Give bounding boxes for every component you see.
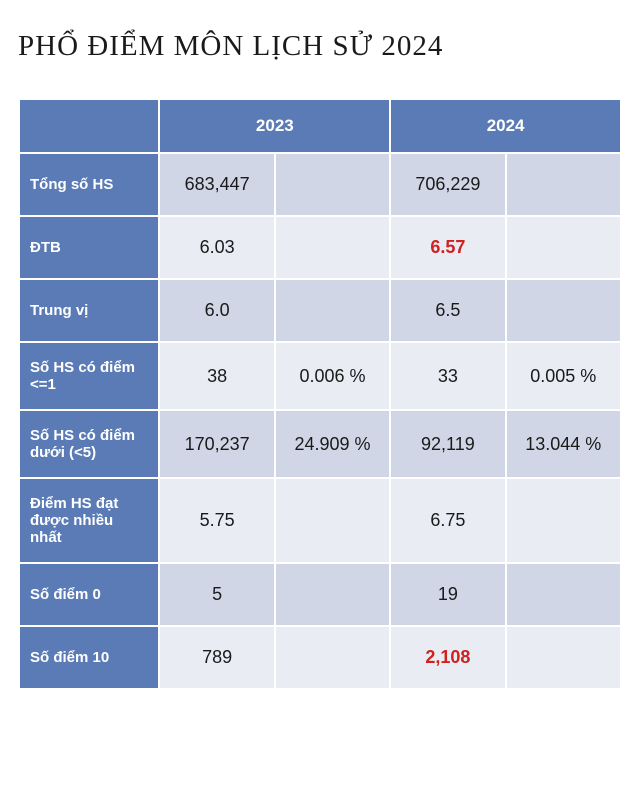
percent-2024: [506, 478, 621, 563]
value-2024: 706,229: [390, 153, 505, 216]
row-label: Tổng số HS: [19, 153, 159, 216]
row-label: Trung vị: [19, 279, 159, 342]
value-2023: 38: [159, 342, 274, 410]
table-row: Trung vị6.0 6.5: [19, 279, 621, 342]
value-2023: 789: [159, 626, 274, 689]
table-row: Điểm HS đạt được nhiều nhất5.75 6.75: [19, 478, 621, 563]
value-2023: 6.0: [159, 279, 274, 342]
value-2023: 5: [159, 563, 274, 626]
percent-2024: 0.005 %: [506, 342, 621, 410]
value-2023: 683,447: [159, 153, 274, 216]
value-2024: 19: [390, 563, 505, 626]
value-2024: 92,119: [390, 410, 505, 478]
table-row: Số HS có điểm dưới (<5)170,23724.909 %92…: [19, 410, 621, 478]
row-label: Số HS có điểm dưới (<5): [19, 410, 159, 478]
row-label: Số HS có điểm <=1: [19, 342, 159, 410]
percent-2023: [275, 563, 390, 626]
score-table: 2023 2024 Tổng số HS683,447706,229ĐTB6.0…: [18, 98, 622, 690]
table-row: Số điểm 10789 2,108: [19, 626, 621, 689]
table-row: Số điểm 05 19: [19, 563, 621, 626]
percent-2024: [506, 279, 621, 342]
corner-cell: [19, 99, 159, 153]
page-title: PHỔ ĐIỂM MÔN LỊCH SỬ 2024: [18, 30, 622, 63]
row-label: Số điểm 10: [19, 626, 159, 689]
row-label: ĐTB: [19, 216, 159, 279]
value-2024: 6.5: [390, 279, 505, 342]
percent-2023: [275, 279, 390, 342]
percent-2023: [275, 216, 390, 279]
table-row: Số HS có điểm <=1380.006 %330.005 %: [19, 342, 621, 410]
header-2023: 2023: [159, 99, 390, 153]
header-2024: 2024: [390, 99, 621, 153]
percent-2023: [275, 478, 390, 563]
header-row: 2023 2024: [19, 99, 621, 153]
row-label: Số điểm 0: [19, 563, 159, 626]
value-2023: 170,237: [159, 410, 274, 478]
percent-2024: [506, 563, 621, 626]
percent-2024: [506, 153, 621, 216]
value-2024: 6.57: [390, 216, 505, 279]
percent-2024: [506, 216, 621, 279]
percent-2023: [275, 153, 390, 216]
value-2023: 5.75: [159, 478, 274, 563]
percent-2023: 24.909 %: [275, 410, 390, 478]
percent-2024: [506, 626, 621, 689]
value-2024: 6.75: [390, 478, 505, 563]
row-label: Điểm HS đạt được nhiều nhất: [19, 478, 159, 563]
value-2024: 33: [390, 342, 505, 410]
value-2024: 2,108: [390, 626, 505, 689]
percent-2023: 0.006 %: [275, 342, 390, 410]
percent-2023: [275, 626, 390, 689]
table-row: Tổng số HS683,447 706,229: [19, 153, 621, 216]
percent-2024: 13.044 %: [506, 410, 621, 478]
table-row: ĐTB6.03 6.57: [19, 216, 621, 279]
value-2023: 6.03: [159, 216, 274, 279]
